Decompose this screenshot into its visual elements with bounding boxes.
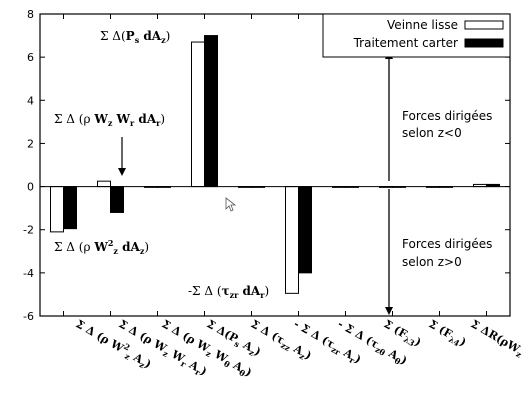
svg-text:Σ Δ(Ps dAz): Σ Δ(Ps dAz) [100,29,170,45]
legend-swatch-traitement-carter [464,38,504,48]
plot-frame [39,13,511,317]
annotation-wzwr: Σ Δ (ρ Wz Wr dAr) [54,112,165,176]
y-tick-label: -2 [23,224,34,237]
y-tick-label: 6 [27,51,34,64]
lower-side-line1: Forces dirigées [402,237,492,251]
category-label-8: Σ (Fλ3) [381,317,424,351]
upper-side-line2: selon z<0 [402,126,462,140]
bars-layer [50,35,500,294]
svg-text:Σ Δ (ρ Wz Wr dAr): Σ Δ (ρ Wz Wr dAr) [54,112,165,128]
bar-veinne-lisse-1 [50,186,64,233]
svg-text:selon z<0: selon z<0 [402,126,462,140]
y-tick-label: -4 [23,267,34,280]
y-tick-label: 0 [27,181,34,194]
lower-side-line2: selon z>0 [402,255,462,269]
bar-traitement-carter-1 [63,186,77,230]
bar-traitement-carter-6 [298,186,312,274]
legend-label-veinne-lisse: Veinne lisse [387,18,458,32]
y-tick-label: 8 [27,8,34,21]
annotation-psaz: Σ Δ(Ps dAz) [100,29,170,45]
legend: Veinne lisse Traitement carter [322,13,511,58]
legend-label-traitement-carter: Traitement carter [353,36,458,50]
bar-veinne-lisse-6 [285,186,299,294]
y-tick-label: 2 [27,137,34,150]
y-tick-label: -6 [23,310,34,323]
mouse-cursor-icon [225,197,237,212]
annotation-tzr: -Σ Δ (τzr dAr) [188,284,269,300]
category-label-9: Σ (Fλ4) [426,317,469,351]
svg-text:Forces dirigées: Forces dirigées [402,109,492,123]
category-label-10: Σ ΔR(ρWz [468,317,527,360]
axis-layer: -6 -4 -2 0 2 4 6 8 [23,8,510,323]
bar-traitement-carter-2 [110,186,124,213]
y-tick-label: 4 [27,94,34,107]
legend-swatch-veinne-lisse [464,20,504,30]
annotation-wz2: Σ Δ (ρ W2z dAz) [54,238,149,256]
svg-text:selon z>0: selon z>0 [402,255,462,269]
svg-text:Σ Δ (ρ W2z dAz): Σ Δ (ρ W2z dAz) [54,238,149,256]
annotation-psaz-sigma: Σ Δ( [100,29,126,43]
svg-text:Forces dirigées: Forces dirigées [402,237,492,251]
bar-veinne-lisse-2 [97,180,111,188]
bar-traitement-carter-4 [204,35,218,188]
upper-side-line1: Forces dirigées [402,109,492,123]
bar-veinne-lisse-4 [191,41,205,188]
category-labels: Σ Δ (ρ W2z Az) Σ Δ (ρ Wz Wr Ar) Σ Δ (ρ W… [73,315,527,379]
svg-text:-Σ Δ (τzr dAr): -Σ Δ (τzr dAr) [188,284,269,300]
category-label-1: Σ Δ (ρ W2z Az) [73,315,156,373]
